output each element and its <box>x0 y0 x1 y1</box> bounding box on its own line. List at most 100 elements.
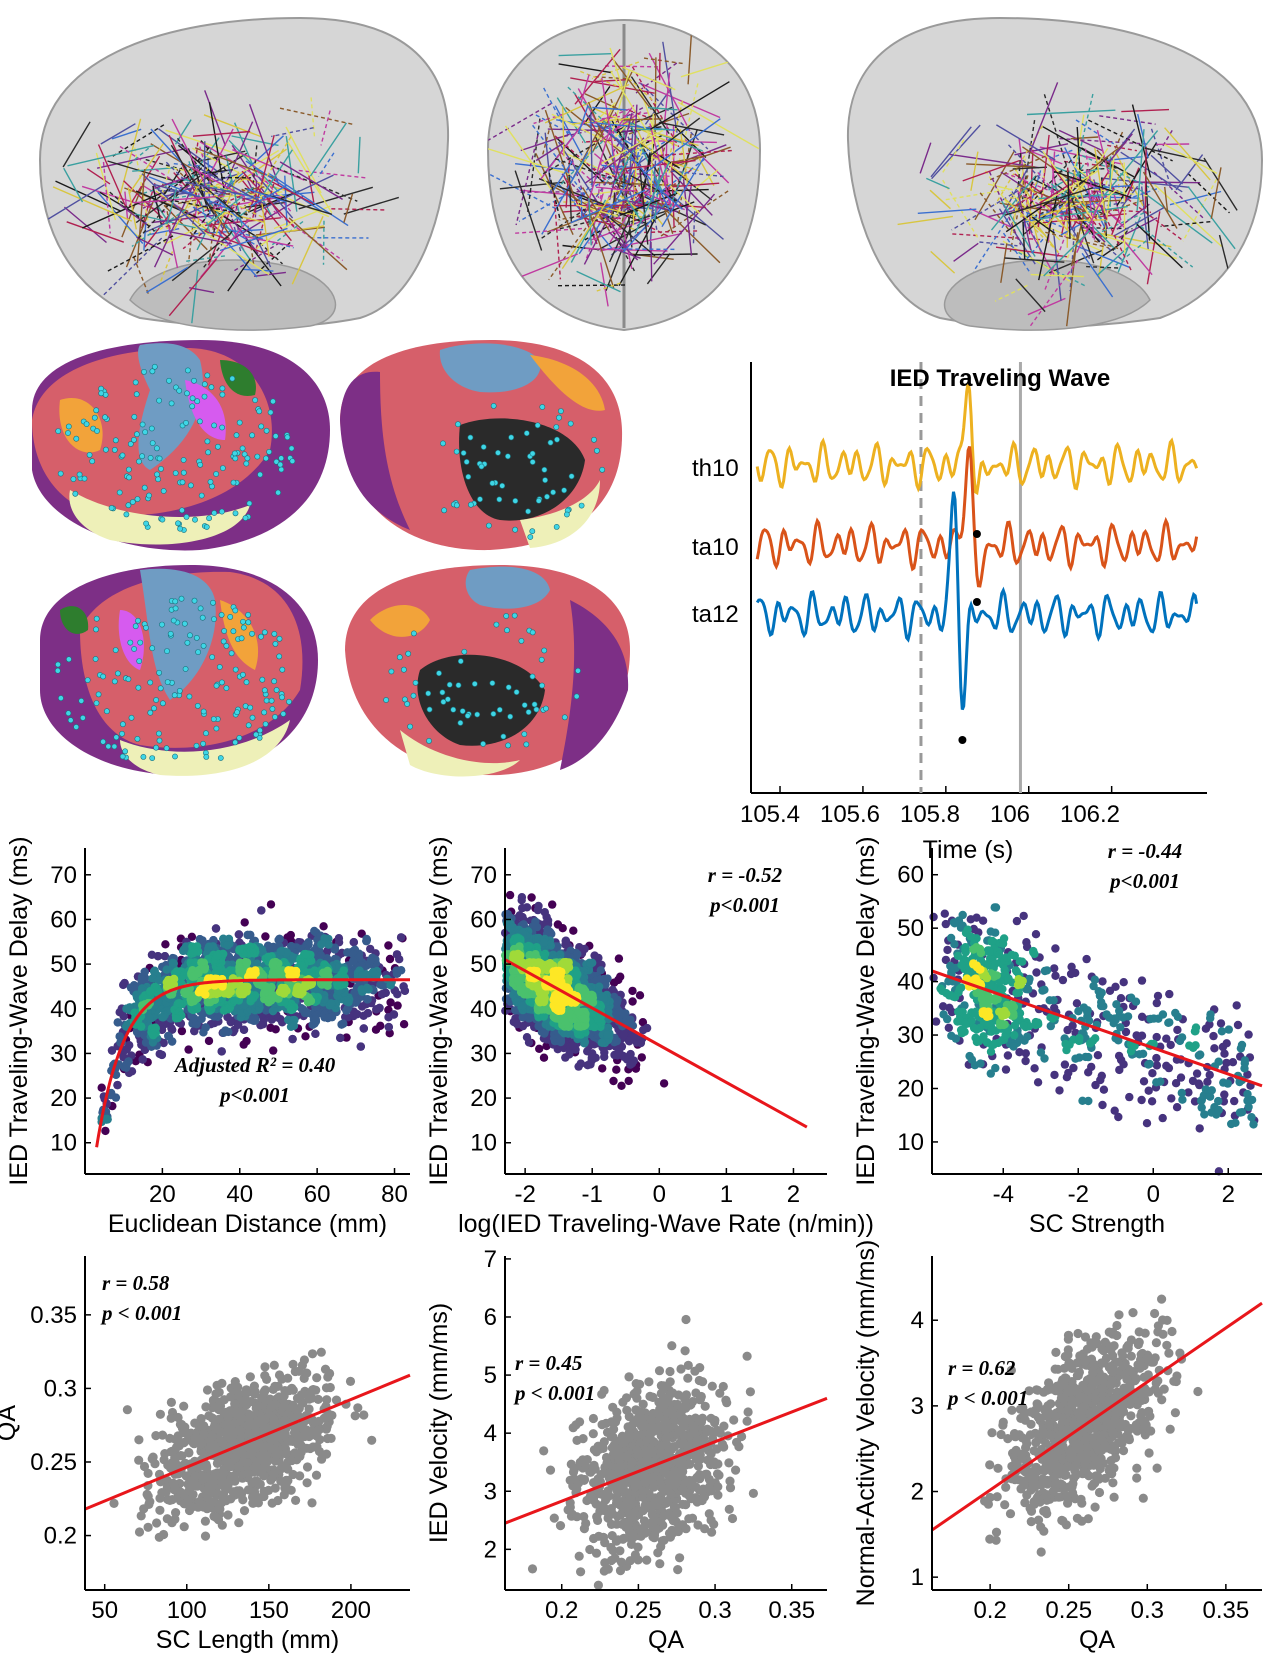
contact-dot <box>447 682 452 687</box>
contact-dot <box>124 512 129 517</box>
contact-dot <box>212 423 217 428</box>
contact-dot <box>136 459 141 464</box>
contact-dot <box>411 693 416 698</box>
contact-dot <box>600 467 605 472</box>
scatter-point <box>397 933 405 941</box>
contact-dot <box>113 648 118 653</box>
scatter-point <box>320 969 328 977</box>
scatter-point <box>301 950 309 958</box>
contact-dot <box>112 679 117 684</box>
contact-dot <box>253 732 258 737</box>
contact-dot <box>524 431 529 436</box>
contact-dot <box>215 444 220 449</box>
scatter-point <box>161 940 169 948</box>
contact-dot <box>200 615 205 620</box>
scatter-point <box>158 1051 166 1059</box>
contact-dot <box>166 378 171 383</box>
contact-dot <box>187 694 192 699</box>
scatter-point <box>290 1022 298 1030</box>
contact-dot <box>524 742 529 747</box>
x-axis-label: Time (s) <box>923 836 1014 864</box>
contact-dot <box>402 697 407 702</box>
contact-dot <box>151 706 156 711</box>
contact-dot <box>68 718 73 723</box>
scatter-point <box>534 1022 542 1030</box>
channel-label-ta12: ta12 <box>692 601 739 628</box>
contact-dot <box>131 437 136 442</box>
contact-dot <box>126 475 131 480</box>
scatter-point <box>202 1023 210 1031</box>
scatter-point <box>239 990 247 998</box>
contact-dot <box>138 640 143 645</box>
contact-dot <box>244 461 249 466</box>
contact-dot <box>195 703 200 708</box>
contact-dot <box>154 697 159 702</box>
contact-dot <box>506 685 511 690</box>
contact-dot <box>530 459 535 464</box>
contact-dot <box>112 447 117 452</box>
scatter-point <box>400 1020 408 1028</box>
scatter-point <box>620 1030 628 1038</box>
contact-dot <box>219 612 224 617</box>
contact-dot <box>233 608 238 613</box>
scatter-point <box>543 925 551 933</box>
contact-dot <box>164 649 169 654</box>
contact-dot <box>248 705 253 710</box>
contact-dot <box>104 709 109 714</box>
contact-dot <box>536 498 541 503</box>
contact-dot <box>156 477 161 482</box>
scatter-point <box>159 1013 167 1021</box>
x-tick-label: 105.6 <box>820 801 880 828</box>
contact-dot <box>272 679 277 684</box>
contact-dot <box>173 599 178 604</box>
scatter-point <box>548 900 556 908</box>
contact-dot <box>281 711 286 716</box>
contact-dot <box>114 735 119 740</box>
contact-dot <box>556 415 561 420</box>
scatter-point <box>336 1034 344 1042</box>
contact-dot <box>273 434 278 439</box>
contact-dot <box>285 435 290 440</box>
contact-dot <box>209 385 214 390</box>
contact-dot <box>55 668 60 673</box>
contact-dot <box>214 726 219 731</box>
contact-dot <box>158 466 163 471</box>
contact-dot <box>148 710 153 715</box>
contact-dot <box>93 656 98 661</box>
scatter-point <box>554 920 562 928</box>
scatter-point <box>621 1053 629 1061</box>
contact-dot <box>128 640 133 645</box>
contact-dot <box>177 388 182 393</box>
scatter-point <box>393 1001 401 1009</box>
contact-dot <box>199 493 204 498</box>
contact-dot <box>154 446 159 451</box>
scatter-point <box>626 1016 634 1024</box>
contact-dot <box>157 738 162 743</box>
contact-dot <box>530 674 535 679</box>
scatter-point <box>596 975 604 983</box>
contact-dot <box>246 612 251 617</box>
scatter-point <box>141 968 149 976</box>
contact-dot <box>157 456 162 461</box>
contact-dot <box>218 755 223 760</box>
contact-dot <box>479 464 484 469</box>
contact-dot <box>267 449 272 454</box>
scatter-point <box>234 1021 242 1029</box>
contact-dot <box>461 450 466 455</box>
scatter-point <box>639 1026 647 1034</box>
scatter-point <box>277 947 285 955</box>
contact-dot <box>79 698 84 703</box>
y-tick-label: 60 <box>50 906 77 933</box>
contact-dot <box>113 438 118 443</box>
contact-dot <box>148 455 153 460</box>
contact-dot <box>263 456 268 461</box>
contact-dot <box>501 734 506 739</box>
contact-dot <box>440 441 445 446</box>
contact-dot <box>158 686 163 691</box>
contact-dot <box>253 398 258 403</box>
contact-dot <box>280 667 285 672</box>
contact-dot <box>183 666 188 671</box>
contact-dot <box>289 446 294 451</box>
y-tick-label: 40 <box>50 996 77 1023</box>
electrode-lead <box>1145 147 1146 209</box>
